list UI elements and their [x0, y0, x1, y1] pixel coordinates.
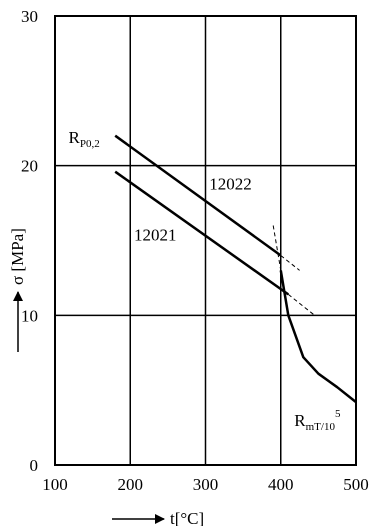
extrapolation-dashed-line: [280, 255, 300, 271]
plot-frame: [54, 15, 357, 466]
y-tick-label: 20: [21, 157, 38, 176]
extrapolation-dashed-line: [287, 294, 315, 316]
annotation-rm: RmT/105: [294, 408, 341, 433]
series-line-12021: [114, 170, 290, 296]
annotation-rp: RP0,2: [69, 128, 100, 150]
x-tick-label: 500: [343, 475, 369, 494]
x-tick-label: 400: [268, 475, 294, 494]
annotation-s12021: 12021: [134, 226, 177, 245]
y-tick-label: 0: [30, 456, 39, 475]
x-tick-label: 300: [193, 475, 219, 494]
y-tick-labels: 0 10 20 30: [21, 7, 38, 475]
annotation-superscript: 5: [335, 408, 341, 420]
x-axis-label: t[°C]: [170, 509, 204, 526]
annotation-subscript: P0,2: [80, 138, 100, 150]
x-tick-label: 100: [42, 475, 68, 494]
annotation-subscript: mT/10: [306, 421, 336, 433]
x-tick-labels: 100 200 300 400 500: [42, 475, 369, 494]
extrapolation-dashed-line: [272, 225, 282, 271]
annotation-s12022: 12022: [209, 175, 252, 194]
grid-lines: [55, 16, 356, 465]
y-tick-label: 30: [21, 7, 38, 26]
x-tick-label: 200: [118, 475, 144, 494]
series-lines: [114, 134, 357, 404]
series-line-rm: [279, 270, 357, 404]
y-axis-label: σ [MPa]: [8, 228, 27, 285]
y-tick-label: 10: [21, 306, 38, 325]
series-line-12022: [114, 134, 282, 257]
